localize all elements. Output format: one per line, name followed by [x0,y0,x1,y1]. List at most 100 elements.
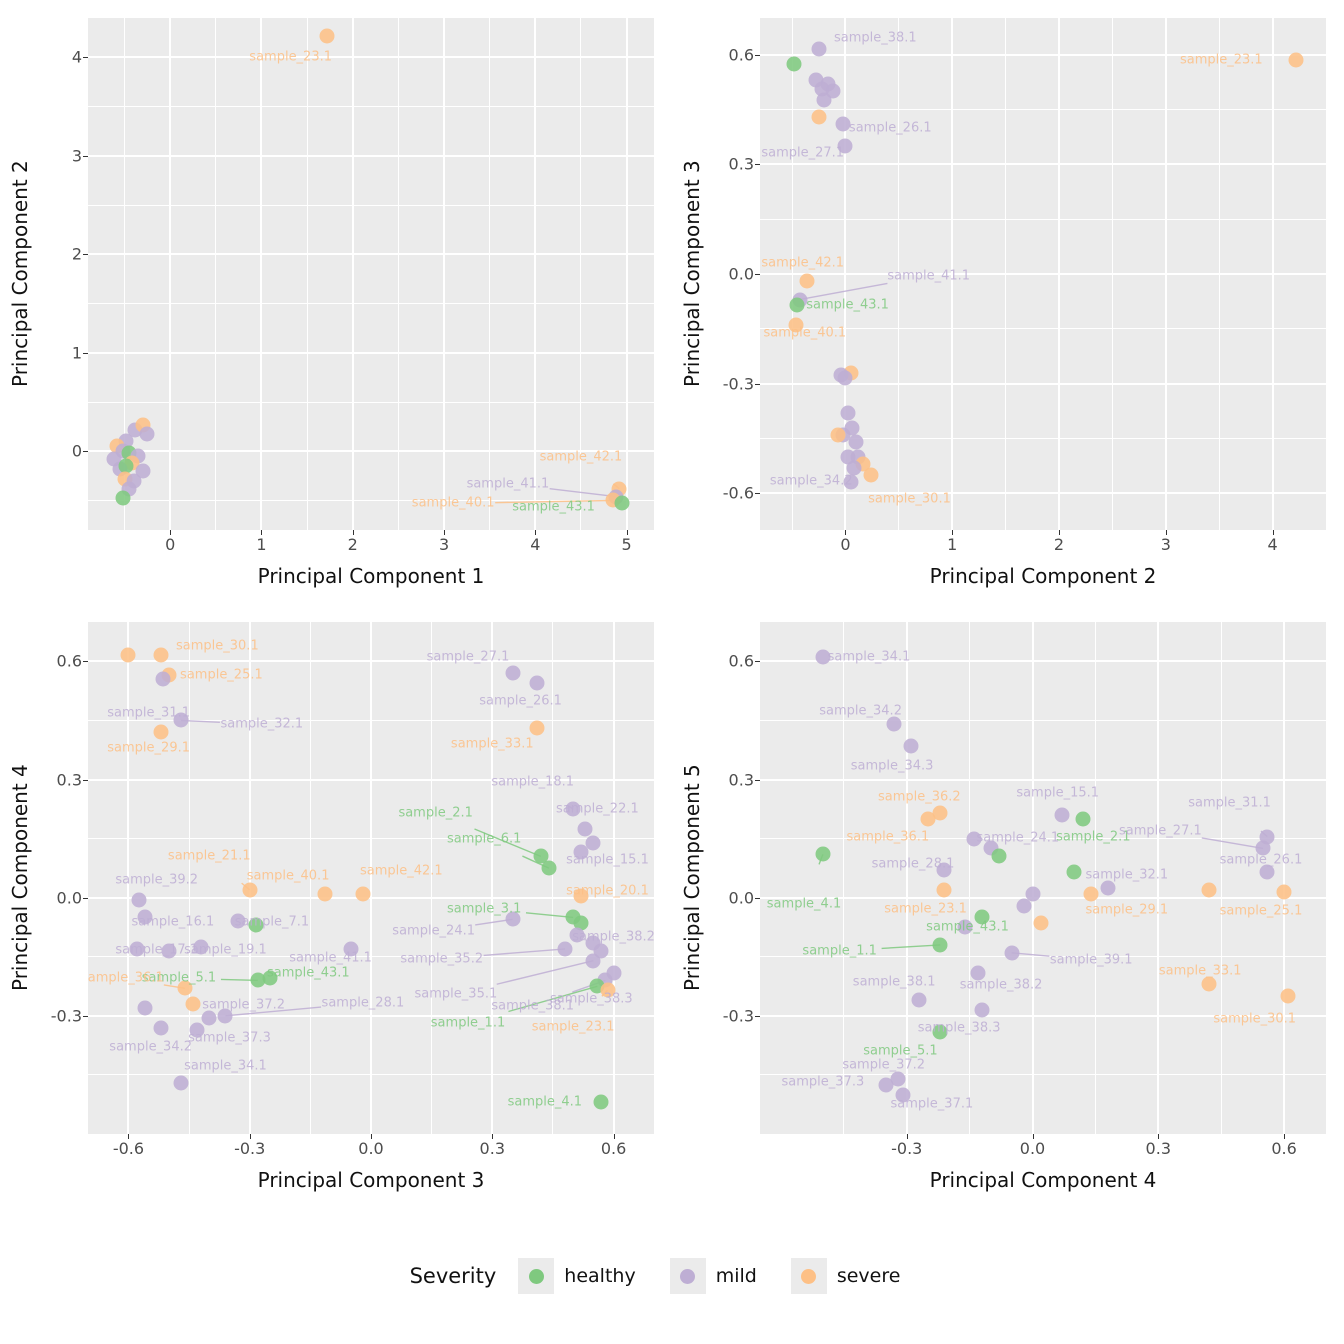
point-label: sample_27.1 [1119,823,1202,839]
y-tick-label: 4 [71,47,82,67]
gridline-major [248,622,251,1134]
axis-tick [755,164,760,166]
axis-tick [755,1015,760,1017]
axis-tick [845,530,847,535]
point-label: sample_42.1 [761,255,845,271]
x-tick-label: 0.3 [1145,1139,1172,1158]
gridline-minor [1220,622,1222,1134]
data-point [846,460,862,476]
data-point [585,835,601,851]
panel-grid: Principal Component 2 sample_23.1 sample_… [0,0,1344,1208]
x-tick-label: 1 [256,535,267,554]
gridline-minor [215,18,217,530]
panel-pc4-vs-pc5: Principal Component 5 sample_34.1 sample_… [672,604,1344,1208]
gridline-major [169,18,172,530]
y-tick-label: 3 [71,146,82,166]
data-point [1100,880,1116,896]
gridline-major [760,1014,1326,1017]
axis-tick [83,254,88,256]
data-point [155,671,171,687]
data-point [585,953,601,969]
x-tick-label: 0.0 [358,1139,384,1158]
gridline-major [370,622,372,1134]
data-point [573,844,589,860]
gridline-minor [309,622,311,1134]
axis-tick [535,530,537,535]
legend-entry-severe: severe [790,1258,900,1294]
data-point [811,41,827,57]
legend-entry-healthy: healthy [518,1258,636,1294]
gridline-minor [88,204,654,206]
point-label: sample_36.1 [88,970,164,986]
point-label: sample_36.2 [877,789,961,805]
y-tick-label: -0.3 [722,1006,754,1026]
data-point [505,665,520,681]
gridline-major [443,18,446,530]
data-point [185,996,201,1012]
point-label: sample_31.1 [1188,795,1271,811]
y-axis-title: Principal Component 5 [680,764,704,992]
data-point [557,941,573,957]
axis-tick [128,1134,130,1139]
gridline-major [760,163,1326,166]
data-point [189,1022,205,1038]
data-point [799,273,815,289]
data-point [1255,840,1271,856]
point-label: sample_43.1 [266,965,350,981]
panel-pc1-vs-pc2: Principal Component 2 sample_23.1 sample_… [0,0,672,604]
point-label: sample_34.2 [109,1039,193,1055]
point-label: sample_33.1 [1158,963,1242,979]
data-point [573,915,589,931]
axis-tick [83,352,88,354]
gridline-major [88,56,654,59]
x-tick-label: 3 [1160,535,1171,554]
point-label: sample_37.1 [890,1096,974,1112]
x-tick-label: 0.3 [479,1139,506,1158]
axis-tick [261,530,263,535]
point-label: sample_40.1 [411,495,495,511]
data-point [343,941,359,957]
point-label: sample_38.2 [572,929,654,945]
point-label: sample_23.1 [884,901,967,917]
gridline-major [88,778,654,781]
point-label: sample_2.1 [1056,829,1131,845]
point-label: sample_40.1 [763,325,847,340]
point-label: sample_15.1 [566,852,649,868]
point-label: sample_38.3 [917,1020,1001,1036]
data-point [837,370,853,386]
point-label: sample_38.2 [959,977,1043,993]
gridline-major [760,382,1326,385]
gridline-major [905,622,908,1134]
gridline-major [260,18,263,530]
point-label: sample_37.3 [188,1030,271,1046]
gridline-minor [843,622,845,1134]
data-point [355,886,371,902]
gridline-minor [552,622,554,1134]
gridline-major [625,18,628,530]
axis-tick [83,155,88,157]
x-tick-label: 5 [621,535,632,554]
point-label: sample_30.1 [176,638,259,654]
point-label: sample_39.2 [115,872,199,888]
point-label: sample_25.1 [180,667,263,683]
point-label: sample_31.1 [107,705,190,721]
data-point [1004,945,1020,961]
y-tick-label: 0.6 [728,45,754,65]
legend-label: mild [715,1265,757,1287]
data-point [573,888,589,904]
healthy-dot-icon [528,1268,544,1284]
data-point [932,805,948,821]
point-label: sample_25.1 [1219,903,1303,919]
data-point [1016,898,1032,914]
point-label: sample_15.1 [1016,785,1100,801]
point-label: sample_32.1 [1085,867,1169,883]
axis-tick [755,54,760,56]
y-tick-label: 1 [71,343,82,363]
axis-tick [626,530,628,535]
data-point [217,1008,233,1024]
y-tick-label: 0.3 [728,154,754,174]
axis-tick [1272,530,1274,535]
point-label: sample_35.2 [400,951,484,967]
label-leader-line [881,944,941,950]
point-label: sample_43.1 [806,297,889,313]
